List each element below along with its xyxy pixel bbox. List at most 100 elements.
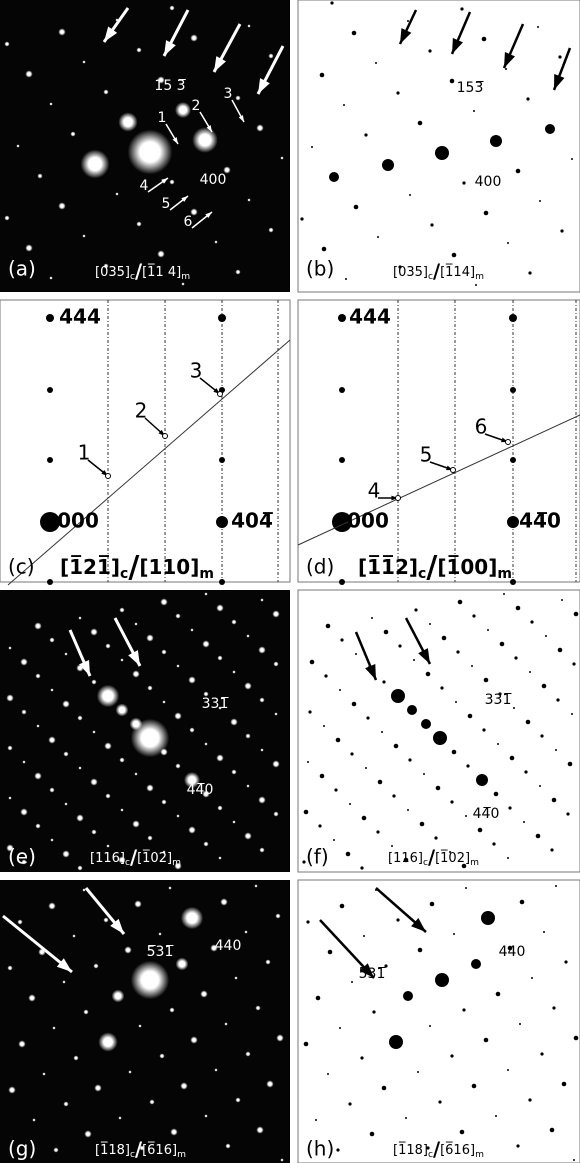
- diffraction-spot: [256, 124, 263, 131]
- diffraction-spot: [450, 1054, 453, 1057]
- diffraction-spot: [245, 1051, 250, 1056]
- diffraction-spot: [116, 704, 129, 717]
- reflection-number: 4: [368, 479, 381, 503]
- diffraction-spot: [396, 918, 399, 921]
- diffraction-spot: [255, 1005, 260, 1010]
- diffraction-spot: [37, 173, 42, 178]
- diffraction-spot: [20, 658, 27, 665]
- diffraction-spot: [175, 102, 191, 118]
- zone-part: m: [497, 566, 512, 582]
- diffraction-spot: [84, 1130, 91, 1137]
- diffraction-spot: [476, 774, 488, 786]
- diffraction-spot: [460, 7, 463, 10]
- diffraction-spot: [514, 656, 517, 659]
- diffraction-spot: [487, 629, 489, 631]
- spot-index: 5̅31̅: [147, 944, 175, 960]
- diffraction-spot: [235, 1097, 240, 1102]
- zone-part: [1̅14]: [440, 263, 475, 279]
- diffraction-spot: [190, 628, 193, 631]
- panel: 331̅44̅0(e)[116]c/[1̅02]m: [0, 590, 290, 872]
- diffraction-spot: [104, 742, 111, 749]
- diffraction-spot: [471, 665, 473, 667]
- diffraction-spot: [364, 133, 367, 136]
- zone-part: [116]: [90, 851, 125, 866]
- diffraction-spot: [91, 679, 96, 684]
- diffraction-spot: [428, 49, 431, 52]
- diffraction-spot: [574, 612, 579, 617]
- diffraction-spot: [134, 900, 141, 907]
- diffraction-spot: [349, 803, 351, 805]
- panel-background: [0, 880, 290, 1163]
- diffraction-spot: [90, 778, 97, 785]
- diffraction-spot: [398, 644, 401, 647]
- diffraction-spot: [490, 135, 502, 147]
- diffraction-spot: [429, 1025, 431, 1027]
- diffraction-spot: [70, 131, 75, 136]
- spot-index: 44̅0: [519, 509, 561, 533]
- diffraction-spot: [462, 1008, 465, 1011]
- diffraction-spot: [62, 850, 69, 857]
- diffraction-spot: [556, 698, 559, 701]
- panel: 444000404̅123(c)[1̅21̅]c/[110]m: [0, 300, 290, 585]
- zone-part: [1̅1̅2]: [358, 555, 418, 579]
- diffraction-spot: [256, 1126, 263, 1133]
- diffraction-spot: [407, 705, 417, 715]
- diffraction-spot: [429, 623, 431, 625]
- panel-label: (d): [306, 555, 334, 579]
- zone-part: [1̅21̅]: [60, 555, 120, 579]
- diffraction-spot: [176, 814, 179, 817]
- diffraction-spot: [90, 628, 97, 635]
- diffraction-spot: [280, 1158, 283, 1161]
- diffraction-spot: [555, 749, 557, 751]
- diffraction-spot: [6, 694, 13, 701]
- diffraction-spot: [235, 95, 240, 100]
- diffraction-spot: [564, 960, 567, 963]
- diffraction-spot: [539, 785, 541, 787]
- zone-part: [116]: [388, 851, 423, 866]
- diffraction-spot: [366, 716, 369, 719]
- diffraction-spot: [16, 144, 19, 147]
- reflection-number: 2: [192, 98, 201, 114]
- diffraction-spot: [77, 715, 82, 720]
- diffraction-spot: [63, 751, 68, 756]
- diffraction-spot: [204, 1114, 207, 1117]
- diffraction-spot: [22, 760, 25, 763]
- spot-index: 404̅: [231, 509, 273, 533]
- zone-part: [6̅16]: [440, 1141, 475, 1157]
- diffraction-spot: [244, 682, 251, 689]
- diffraction-spot: [540, 1052, 543, 1055]
- panel-label: (c): [8, 555, 35, 579]
- diffraction-spot: [333, 839, 335, 841]
- diffraction-spot: [259, 847, 264, 852]
- diffraction-spot: [453, 933, 455, 935]
- diffraction-spot: [7, 745, 12, 750]
- diffraction-spot: [407, 20, 409, 22]
- diffraction-spot: [52, 1026, 55, 1029]
- spot-index: 44̅0: [187, 782, 214, 798]
- diffraction-spot: [118, 1116, 121, 1119]
- zone-part: m: [177, 1149, 186, 1159]
- diffraction-spot: [430, 223, 433, 226]
- diffraction-spot: [77, 865, 82, 870]
- diffraction-spot: [146, 784, 153, 791]
- diffraction-spot: [382, 159, 394, 171]
- diffraction-spot: [136, 221, 141, 226]
- diffraction-spot: [558, 55, 561, 58]
- diffraction-spot: [49, 787, 54, 792]
- diffraction-spot: [174, 712, 181, 719]
- zone-part: c: [418, 566, 426, 582]
- diffraction-spot: [231, 769, 236, 774]
- diffraction-spot: [473, 110, 475, 112]
- diffraction-spot: [259, 697, 264, 702]
- diffraction-spot: [58, 202, 65, 209]
- diffraction-spot: [160, 598, 167, 605]
- diffraction-spot: [53, 1147, 58, 1152]
- diffraction-spot: [120, 658, 123, 661]
- diffraction-spot: [475, 284, 477, 286]
- diffraction-spot: [481, 911, 495, 925]
- diffraction-spot: [268, 53, 273, 58]
- diffraction-spot: [558, 648, 563, 653]
- diffraction-spot: [106, 844, 109, 847]
- diffraction-spot: [573, 1159, 575, 1161]
- diffraction-spot: [76, 814, 83, 821]
